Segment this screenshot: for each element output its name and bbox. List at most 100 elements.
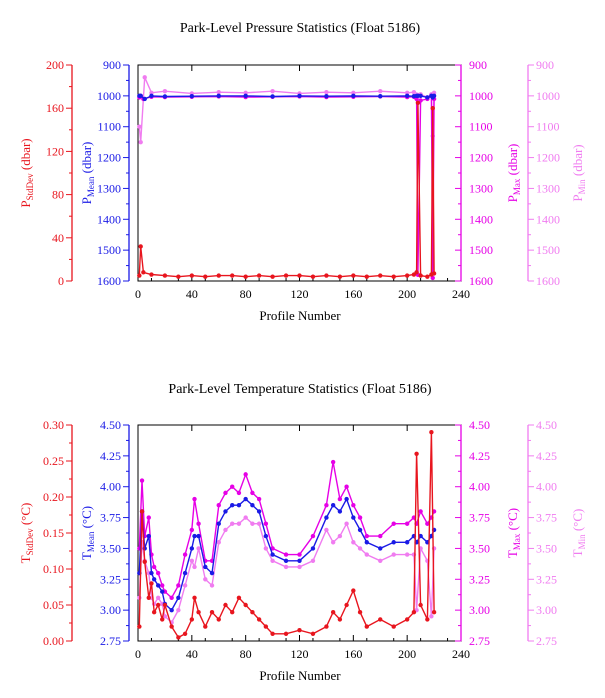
- temperature-max-point: [151, 564, 157, 570]
- temperature-mean-point: [263, 533, 269, 539]
- temperature-max-point: [192, 496, 197, 502]
- temperature-min-point: [364, 552, 369, 557]
- temperature-max-point: [223, 490, 228, 496]
- pressure-min-tick-label: 1500: [536, 243, 560, 257]
- temperature-min-tick-label: 3.25: [536, 572, 557, 586]
- temperature-min-point: [310, 558, 316, 563]
- temperature-mean-point: [155, 583, 161, 588]
- temperature-max-point: [243, 472, 248, 477]
- temperature-max-point: [196, 521, 201, 526]
- temperature-min-point: [378, 558, 383, 563]
- temperature-mean-point: [243, 496, 248, 502]
- pressure-stddev-point: [141, 270, 146, 275]
- temperature-stddev-point: [297, 628, 302, 633]
- temperature-stddev-point: [425, 617, 430, 622]
- temperature-stddev-point: [146, 595, 151, 600]
- temperature-max-point: [169, 595, 174, 600]
- temperature-max-point: [297, 552, 302, 557]
- temperature-panel: Park-Level Temperature Statistics (Float…: [18, 382, 587, 683]
- pressure-min-point: [404, 90, 410, 95]
- pressure-min-point: [138, 139, 143, 145]
- temperature-max-point: [351, 503, 356, 508]
- temperature-x-tick-label: 40: [186, 647, 198, 661]
- temperature-max-point: [139, 478, 145, 483]
- temperature-max-point: [146, 515, 151, 520]
- temperature-max-tick-label: 3.25: [469, 572, 490, 586]
- pressure-stddev-point: [297, 273, 302, 278]
- temperature-stddev-point: [337, 617, 343, 622]
- temperature-min-point: [203, 577, 208, 582]
- pressure-mean-tick-label: 1500: [97, 243, 121, 257]
- pressure-x-tick-label: 80: [240, 287, 252, 301]
- temperature-stddev-point: [149, 581, 154, 586]
- pressure-mean-point: [243, 93, 248, 99]
- temperature-mean-point: [270, 552, 275, 557]
- temperature-mean-point: [192, 533, 197, 539]
- pressure-x-tick-label: 160: [344, 287, 362, 301]
- temperature-max-point: [189, 527, 195, 533]
- temperature-stddev-point: [182, 631, 188, 636]
- pressure-mean-tick-label: 1300: [97, 181, 121, 195]
- temperature-mean-point: [391, 540, 396, 545]
- temperature-max-tick-label: 4.00: [469, 480, 490, 494]
- pressure-max-tick-label: 1400: [469, 212, 493, 226]
- temperature-min-point: [250, 521, 255, 526]
- pressure-min-point: [411, 89, 417, 95]
- temperature-stddev-point: [270, 631, 275, 636]
- temperature-stddev-point: [192, 595, 197, 600]
- temperature-mean-point: [146, 533, 151, 539]
- temperature-stddev-point: [429, 430, 434, 435]
- pressure-max-tick-label: 1300: [469, 181, 493, 195]
- pressure-x-axis-label: Profile Number: [259, 308, 341, 323]
- pressure-chart-title: Park-Level Pressure Statistics (Float 51…: [180, 21, 421, 36]
- temperature-stddev-tick-label: 0.10: [43, 562, 64, 576]
- pressure-stddev-point: [230, 273, 235, 278]
- temperature-mean-point: [250, 503, 255, 508]
- temperature-mean-point: [256, 509, 262, 514]
- temperature-min-point: [391, 552, 396, 557]
- pressure-min-point: [324, 89, 329, 95]
- temperature-mean-point: [364, 540, 369, 545]
- temperature-x-tick-label: 240: [452, 647, 470, 661]
- temperature-stddev-point: [250, 610, 255, 615]
- pressure-stddev-tick-label: 120: [46, 144, 64, 158]
- temperature-stddev-point: [357, 610, 363, 615]
- temperature-mean-tick-label: 3.50: [100, 541, 121, 555]
- temperature-mean-point: [169, 607, 174, 613]
- temperature-mean-point: [189, 546, 195, 551]
- pressure-stddev-point: [425, 274, 430, 279]
- temperature-mean-point: [418, 533, 423, 539]
- temperature-stddev-point: [330, 610, 336, 615]
- temperature-mean-point: [176, 595, 181, 600]
- pressure-min-point: [431, 90, 437, 95]
- temperature-stddev-point: [414, 451, 419, 456]
- temperature-mean-point: [223, 509, 228, 514]
- temperature-stddev-tick-label: 0.15: [43, 526, 64, 540]
- temperature-stddev-point: [223, 602, 228, 608]
- temperature-max-point: [404, 521, 410, 526]
- temperature-min-point: [155, 595, 161, 600]
- temperature-x-tick-label: 0: [135, 647, 141, 661]
- temperature-min-tick-label: 2.75: [536, 634, 557, 648]
- pressure-stddev-point: [364, 274, 369, 279]
- pressure-stddev-point: [243, 274, 248, 279]
- temperature-min-point: [192, 564, 197, 570]
- temperature-stddev-point: [151, 610, 157, 615]
- temperature-mean-point: [182, 570, 188, 576]
- temperature-max-point: [378, 533, 383, 539]
- pressure-stddev-point: [270, 274, 275, 279]
- temperature-stddev-point: [283, 631, 289, 636]
- pressure-stddev-point: [216, 273, 221, 278]
- temperature-max-point: [418, 509, 423, 514]
- temperature-min-tick-label: 4.25: [536, 449, 557, 463]
- pressure-min-point: [142, 75, 147, 80]
- temperature-mean-point: [283, 558, 289, 563]
- pressure-max-tick-label: 1500: [469, 243, 493, 257]
- temperature-stddev-tick-label: 0.30: [43, 418, 64, 432]
- temperature-mean-tick-label: 4.00: [100, 480, 121, 494]
- pressure-stddev-point: [283, 273, 289, 278]
- pressure-stddev-point: [337, 274, 343, 279]
- temperature-mean-point: [151, 577, 157, 582]
- temperature-max-point: [230, 484, 235, 489]
- temperature-max-point: [155, 570, 161, 576]
